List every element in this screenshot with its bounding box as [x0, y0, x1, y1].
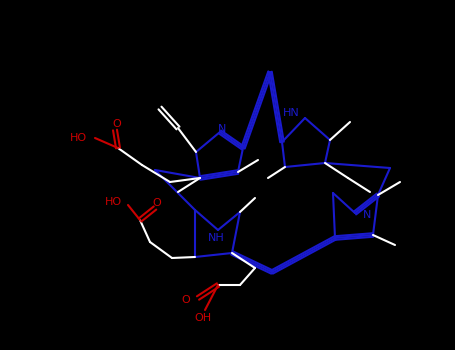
Text: OH: OH — [194, 313, 212, 323]
Text: NH: NH — [207, 233, 224, 243]
Text: O: O — [113, 119, 121, 129]
Text: N: N — [218, 124, 226, 134]
Text: N: N — [363, 210, 371, 220]
Text: HO: HO — [70, 133, 87, 143]
Text: O: O — [181, 295, 190, 305]
Text: HO: HO — [105, 197, 122, 207]
Text: O: O — [152, 198, 162, 208]
Text: HN: HN — [283, 108, 300, 118]
